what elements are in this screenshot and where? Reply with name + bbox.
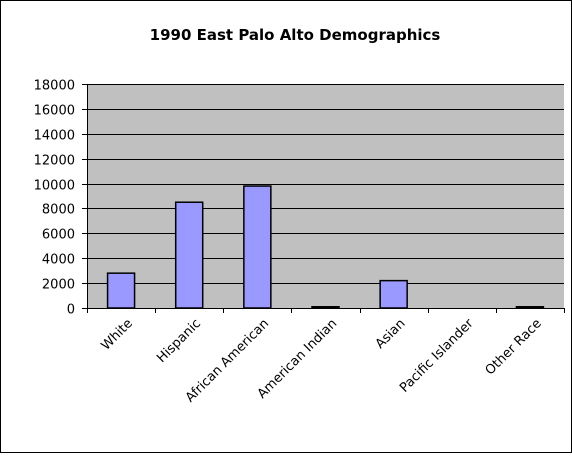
y-axis: 0 2000 4000 6000 8000 10000 12000 14000 16000 180… — [34, 79, 88, 318]
bar-asian — [379, 279, 408, 309]
y-tick-label: 8000 — [42, 203, 75, 218]
y-tick-label: 12000 — [34, 154, 75, 169]
y-tick-label: 0 — [67, 303, 75, 318]
y-tick-label: 6000 — [42, 228, 75, 243]
y-tick-label: 2000 — [42, 278, 75, 293]
y-tick-label: 10000 — [34, 179, 75, 194]
bar-hispanic — [174, 201, 204, 309]
bar-white — [106, 272, 136, 309]
y-tick-label: 18000 — [34, 79, 75, 94]
gridlines — [87, 84, 564, 284]
chart-title: 1990 East Palo Alto Demographics — [150, 26, 441, 44]
plot-area — [87, 84, 564, 308]
y-tick-label: 14000 — [34, 129, 75, 144]
bar-african-american — [243, 185, 272, 309]
y-tick-label: 4000 — [42, 253, 75, 268]
y-tick-label: 16000 — [34, 104, 75, 119]
